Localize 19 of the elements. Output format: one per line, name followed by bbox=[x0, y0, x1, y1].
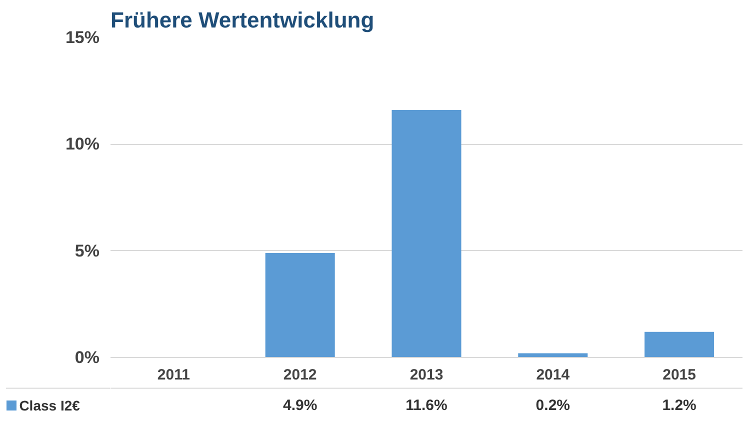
y-tick-label: 5% bbox=[74, 241, 100, 260]
x-tick-label: 2014 bbox=[536, 366, 570, 384]
chart-title: Frühere Wertentwicklung bbox=[110, 8, 374, 32]
data-label: 4.9% bbox=[283, 397, 318, 414]
bar bbox=[644, 332, 714, 358]
data-label: 1.2% bbox=[662, 397, 696, 414]
y-tick-label: 10% bbox=[65, 134, 100, 154]
bar bbox=[518, 353, 588, 358]
bar bbox=[265, 252, 335, 358]
y-tick-label: 0% bbox=[74, 348, 100, 367]
data-label: 0.2% bbox=[536, 397, 570, 414]
legend-label: Class I2€ bbox=[19, 398, 80, 414]
bar bbox=[392, 110, 462, 358]
data-label: 11.6% bbox=[406, 397, 448, 414]
x-tick-label: 2015 bbox=[662, 366, 696, 384]
y-tick-label: 15% bbox=[65, 28, 100, 47]
x-tick-label: 2013 bbox=[410, 366, 444, 384]
x-tick-label: 2012 bbox=[283, 366, 317, 384]
x-tick-label: 2011 bbox=[157, 366, 190, 384]
